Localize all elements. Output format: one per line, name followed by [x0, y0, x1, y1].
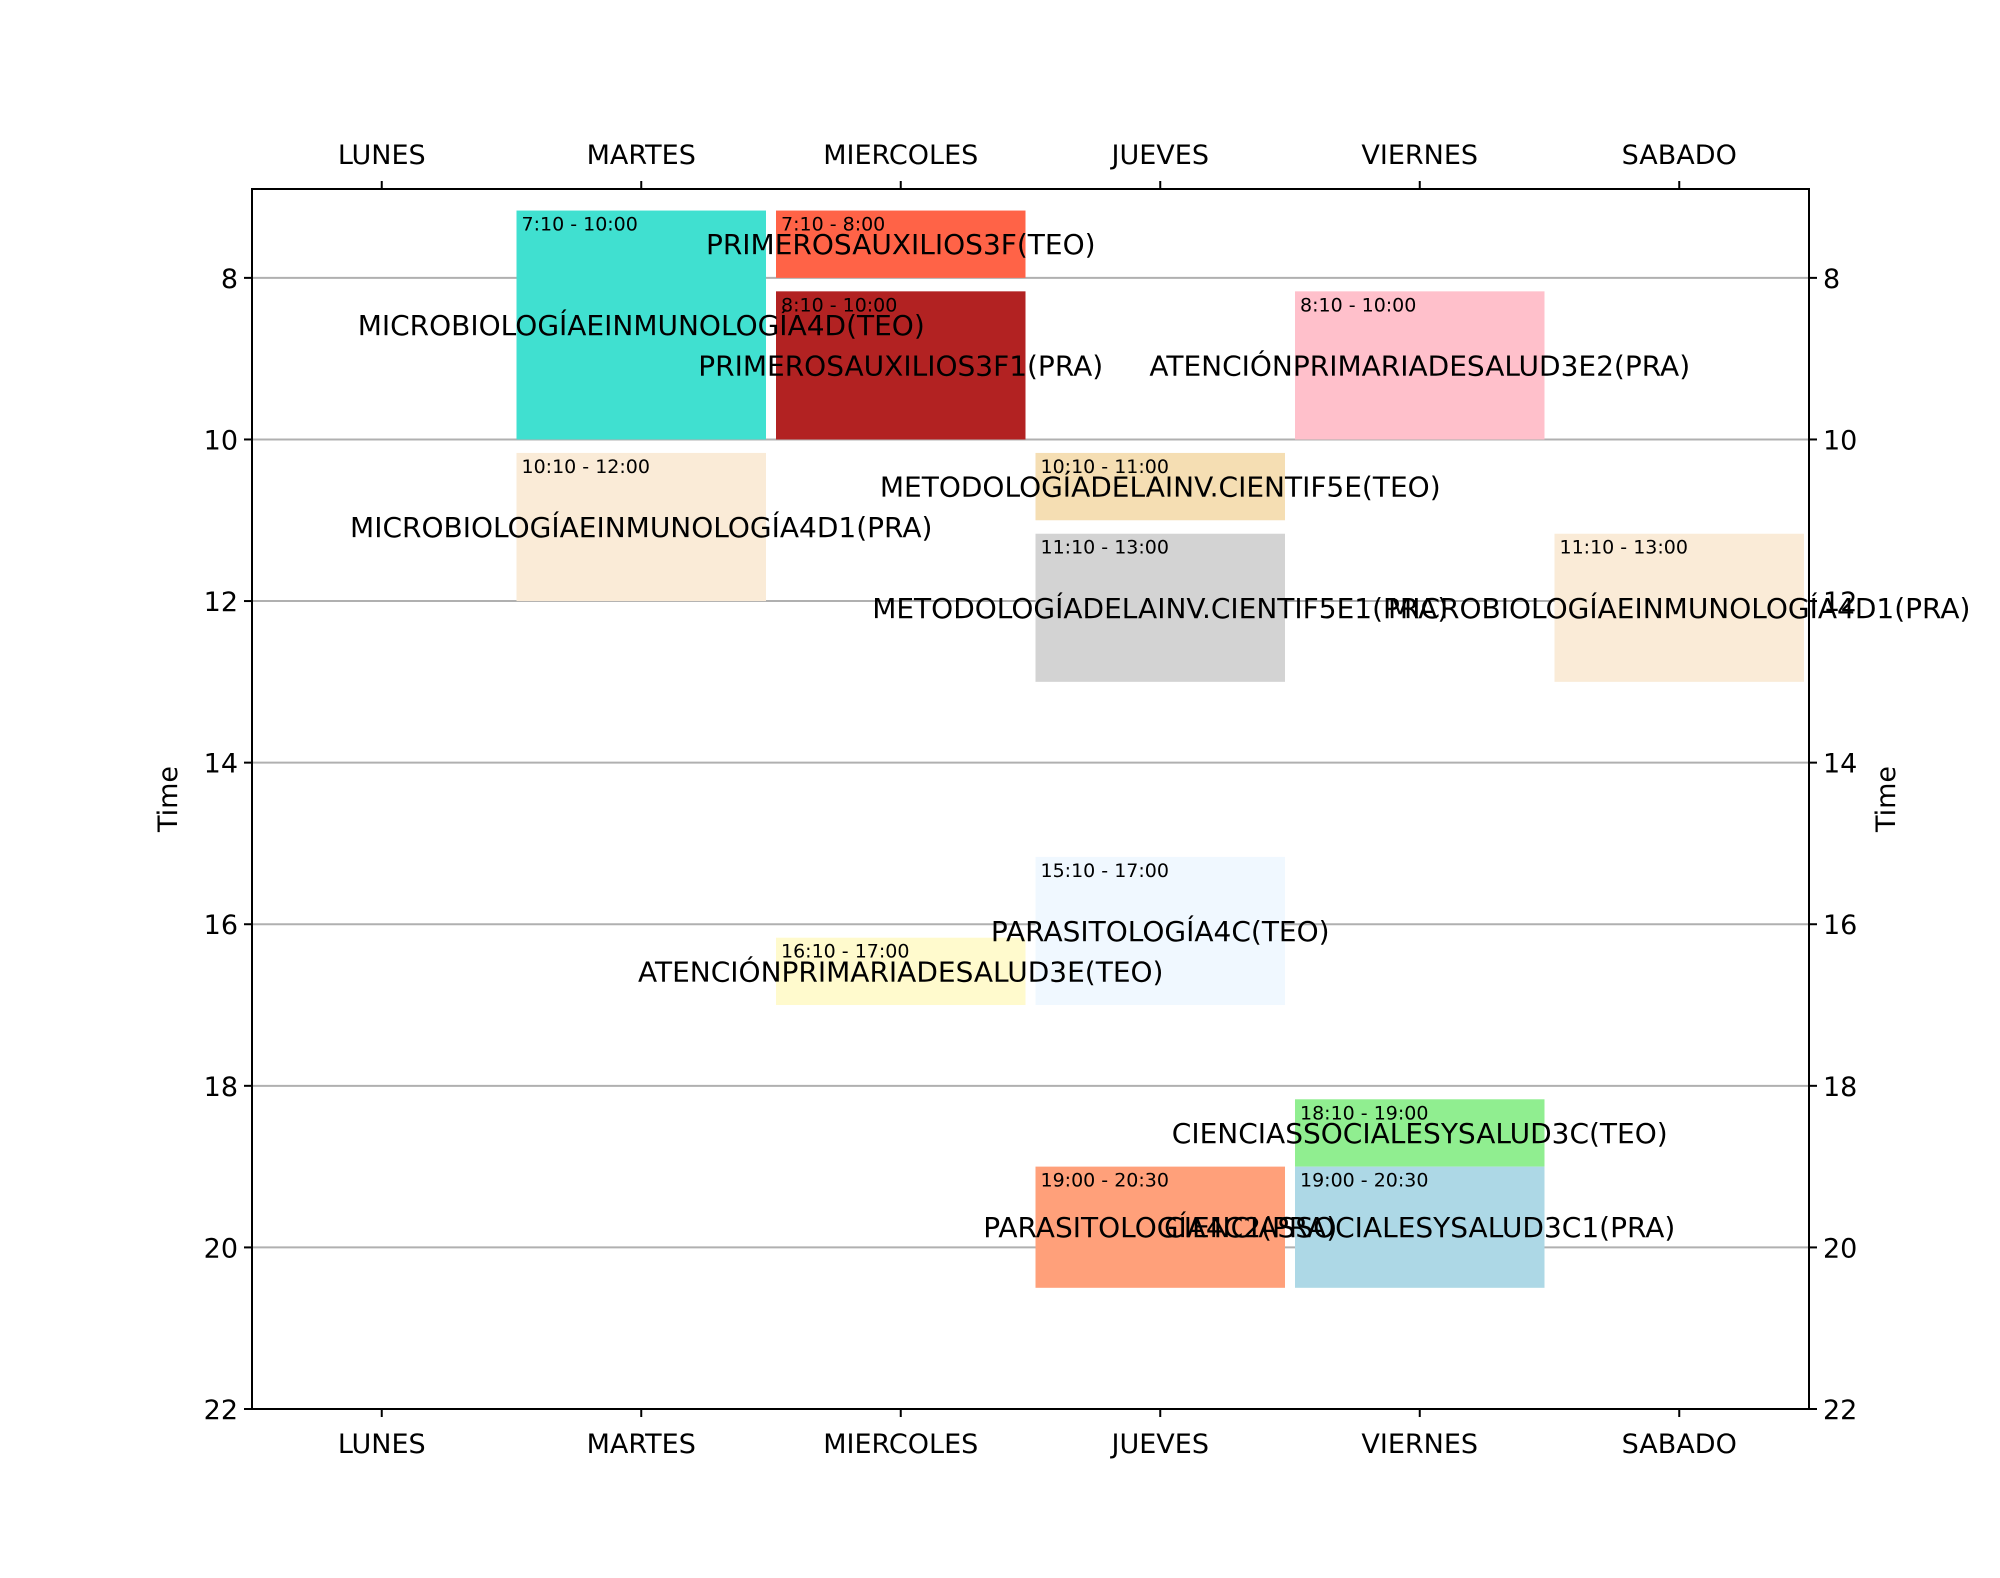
event-time-label: 10:10 - 12:00 — [522, 456, 650, 478]
event-time-labels: 7:10 - 10:00 7:10 - 8:00 8:10 - 10:00 8:10 … — [522, 214, 1688, 1192]
event-course-label: PARASITOLOGÍA4C(TEO) — [991, 914, 1330, 948]
event-course-label: CIENCIASSOCIALESYSALUD3C(TEO) — [1172, 1117, 1668, 1150]
y-tick-label-right: 16 — [1823, 910, 1857, 941]
axes: 8 8 10 10 12 12 14 14 16 16 18 18 20 20 22 22 LUNES LUNES… — [204, 140, 1858, 1460]
y-tick-label-right: 18 — [1823, 1072, 1857, 1103]
event-course-labels: MICROBIOLOGÍAEINMUNOLOGÍA4D(TEO) PRIMEROS… — [350, 228, 1970, 1244]
event-course-label: METODOLOGÍADELAINV.CIENTIF5E(TEO) — [880, 470, 1441, 504]
event-block — [1035, 1166, 1285, 1288]
y-tick-label-right: 14 — [1823, 749, 1857, 780]
event-block — [1295, 1166, 1545, 1288]
event-time-label: 11:10 - 13:00 — [1560, 537, 1688, 559]
event-time-label: 10:10 - 11:00 — [1041, 456, 1169, 478]
event-course-label: MICROBIOLOGÍAEINMUNOLOGÍA4D1(PRA) — [350, 510, 932, 544]
day-label-top: MARTES — [587, 140, 696, 171]
day-label-top: VIERNES — [1361, 140, 1478, 171]
event-block — [516, 210, 766, 440]
y-tick-label-left: 12 — [204, 587, 238, 618]
day-label-bottom: VIERNES — [1361, 1429, 1478, 1460]
event-block — [1035, 856, 1285, 1006]
event-time-label: 7:10 - 10:00 — [522, 214, 638, 236]
event-course-label: PRIMEROSAUXILIOS3F(TEO) — [706, 228, 1096, 261]
event-block — [1295, 1099, 1545, 1167]
plot-frame — [251, 188, 1810, 1410]
day-label-top: JUEVES — [1110, 140, 1209, 171]
y-tick-label-left: 10 — [204, 425, 238, 456]
event-block — [1554, 533, 1804, 682]
event-blocks — [516, 210, 1804, 1288]
gridlines — [252, 276, 1809, 1410]
event-time-label: 15:10 - 17:00 — [1041, 860, 1169, 882]
day-label-top: SABADO — [1622, 140, 1737, 171]
event-time-label: 16:10 - 17:00 — [781, 941, 909, 963]
day-label-top: LUNES — [338, 140, 426, 171]
y-tick-label-left: 16 — [204, 910, 238, 941]
event-block — [1035, 533, 1285, 682]
event-block — [1295, 291, 1545, 440]
day-label-bottom: LUNES — [338, 1429, 426, 1460]
event-time-label: 11:10 - 13:00 — [1041, 537, 1169, 559]
day-label-bottom: SABADO — [1622, 1429, 1737, 1460]
event-time-label: 19:00 - 20:30 — [1300, 1170, 1428, 1192]
event-course-label: METODOLOGÍADELAINV.CIENTIF5E1(PRA) — [872, 591, 1448, 625]
event-course-label: CIENCIASSOCIALESYSALUD3C1(PRA) — [1164, 1211, 1675, 1244]
event-time-label: 19:00 - 20:30 — [1041, 1170, 1169, 1192]
y-axis-label-right: Time — [1871, 766, 1902, 833]
y-tick-label-right: 22 — [1823, 1395, 1857, 1426]
y-tick-label-left: 8 — [221, 264, 238, 295]
event-course-label: MICROBIOLOGÍAEINMUNOLOGÍA4D(TEO) — [358, 308, 925, 342]
event-block — [776, 210, 1026, 278]
event-course-label: PRIMEROSAUXILIOS3F1(PRA) — [698, 349, 1103, 382]
day-label-bottom: JUEVES — [1110, 1429, 1209, 1460]
event-block — [776, 937, 1026, 1006]
y-tick-label-right: 12 — [1823, 587, 1857, 618]
y-axis-label-left: Time — [153, 766, 184, 833]
y-tick-label-left: 14 — [204, 749, 238, 780]
y-tick-label-left: 20 — [204, 1233, 238, 1264]
event-course-label: MICROBIOLOGÍAEINMUNOLOGÍA4D1(PRA) — [1388, 591, 1970, 625]
day-label-bottom: MIERCOLES — [823, 1429, 978, 1460]
day-label-top: MIERCOLES — [823, 140, 978, 171]
event-course-label: ATENCIÓNPRIMARIADESALUD3E2(PRA) — [1149, 348, 1690, 382]
event-time-label: 8:10 - 10:00 — [781, 294, 897, 316]
y-tick-label-right: 20 — [1823, 1233, 1857, 1264]
event-time-label: 8:10 - 10:00 — [1300, 294, 1416, 316]
event-course-label: ATENCIÓNPRIMARIADESALUD3E(TEO) — [638, 954, 1163, 988]
event-block — [1035, 452, 1285, 521]
event-block — [776, 291, 1026, 440]
event-time-label: 7:10 - 8:00 — [781, 214, 885, 236]
event-block — [516, 452, 766, 602]
y-tick-label-right: 10 — [1823, 425, 1857, 456]
event-course-label: PARASITOLOGÍA4C2(PRA) — [983, 1210, 1337, 1244]
day-label-bottom: MARTES — [587, 1429, 696, 1460]
y-tick-label-left: 18 — [204, 1072, 238, 1103]
y-tick-label-right: 8 — [1823, 264, 1840, 295]
y-tick-label-left: 22 — [204, 1395, 238, 1426]
event-time-label: 18:10 - 19:00 — [1300, 1102, 1428, 1124]
